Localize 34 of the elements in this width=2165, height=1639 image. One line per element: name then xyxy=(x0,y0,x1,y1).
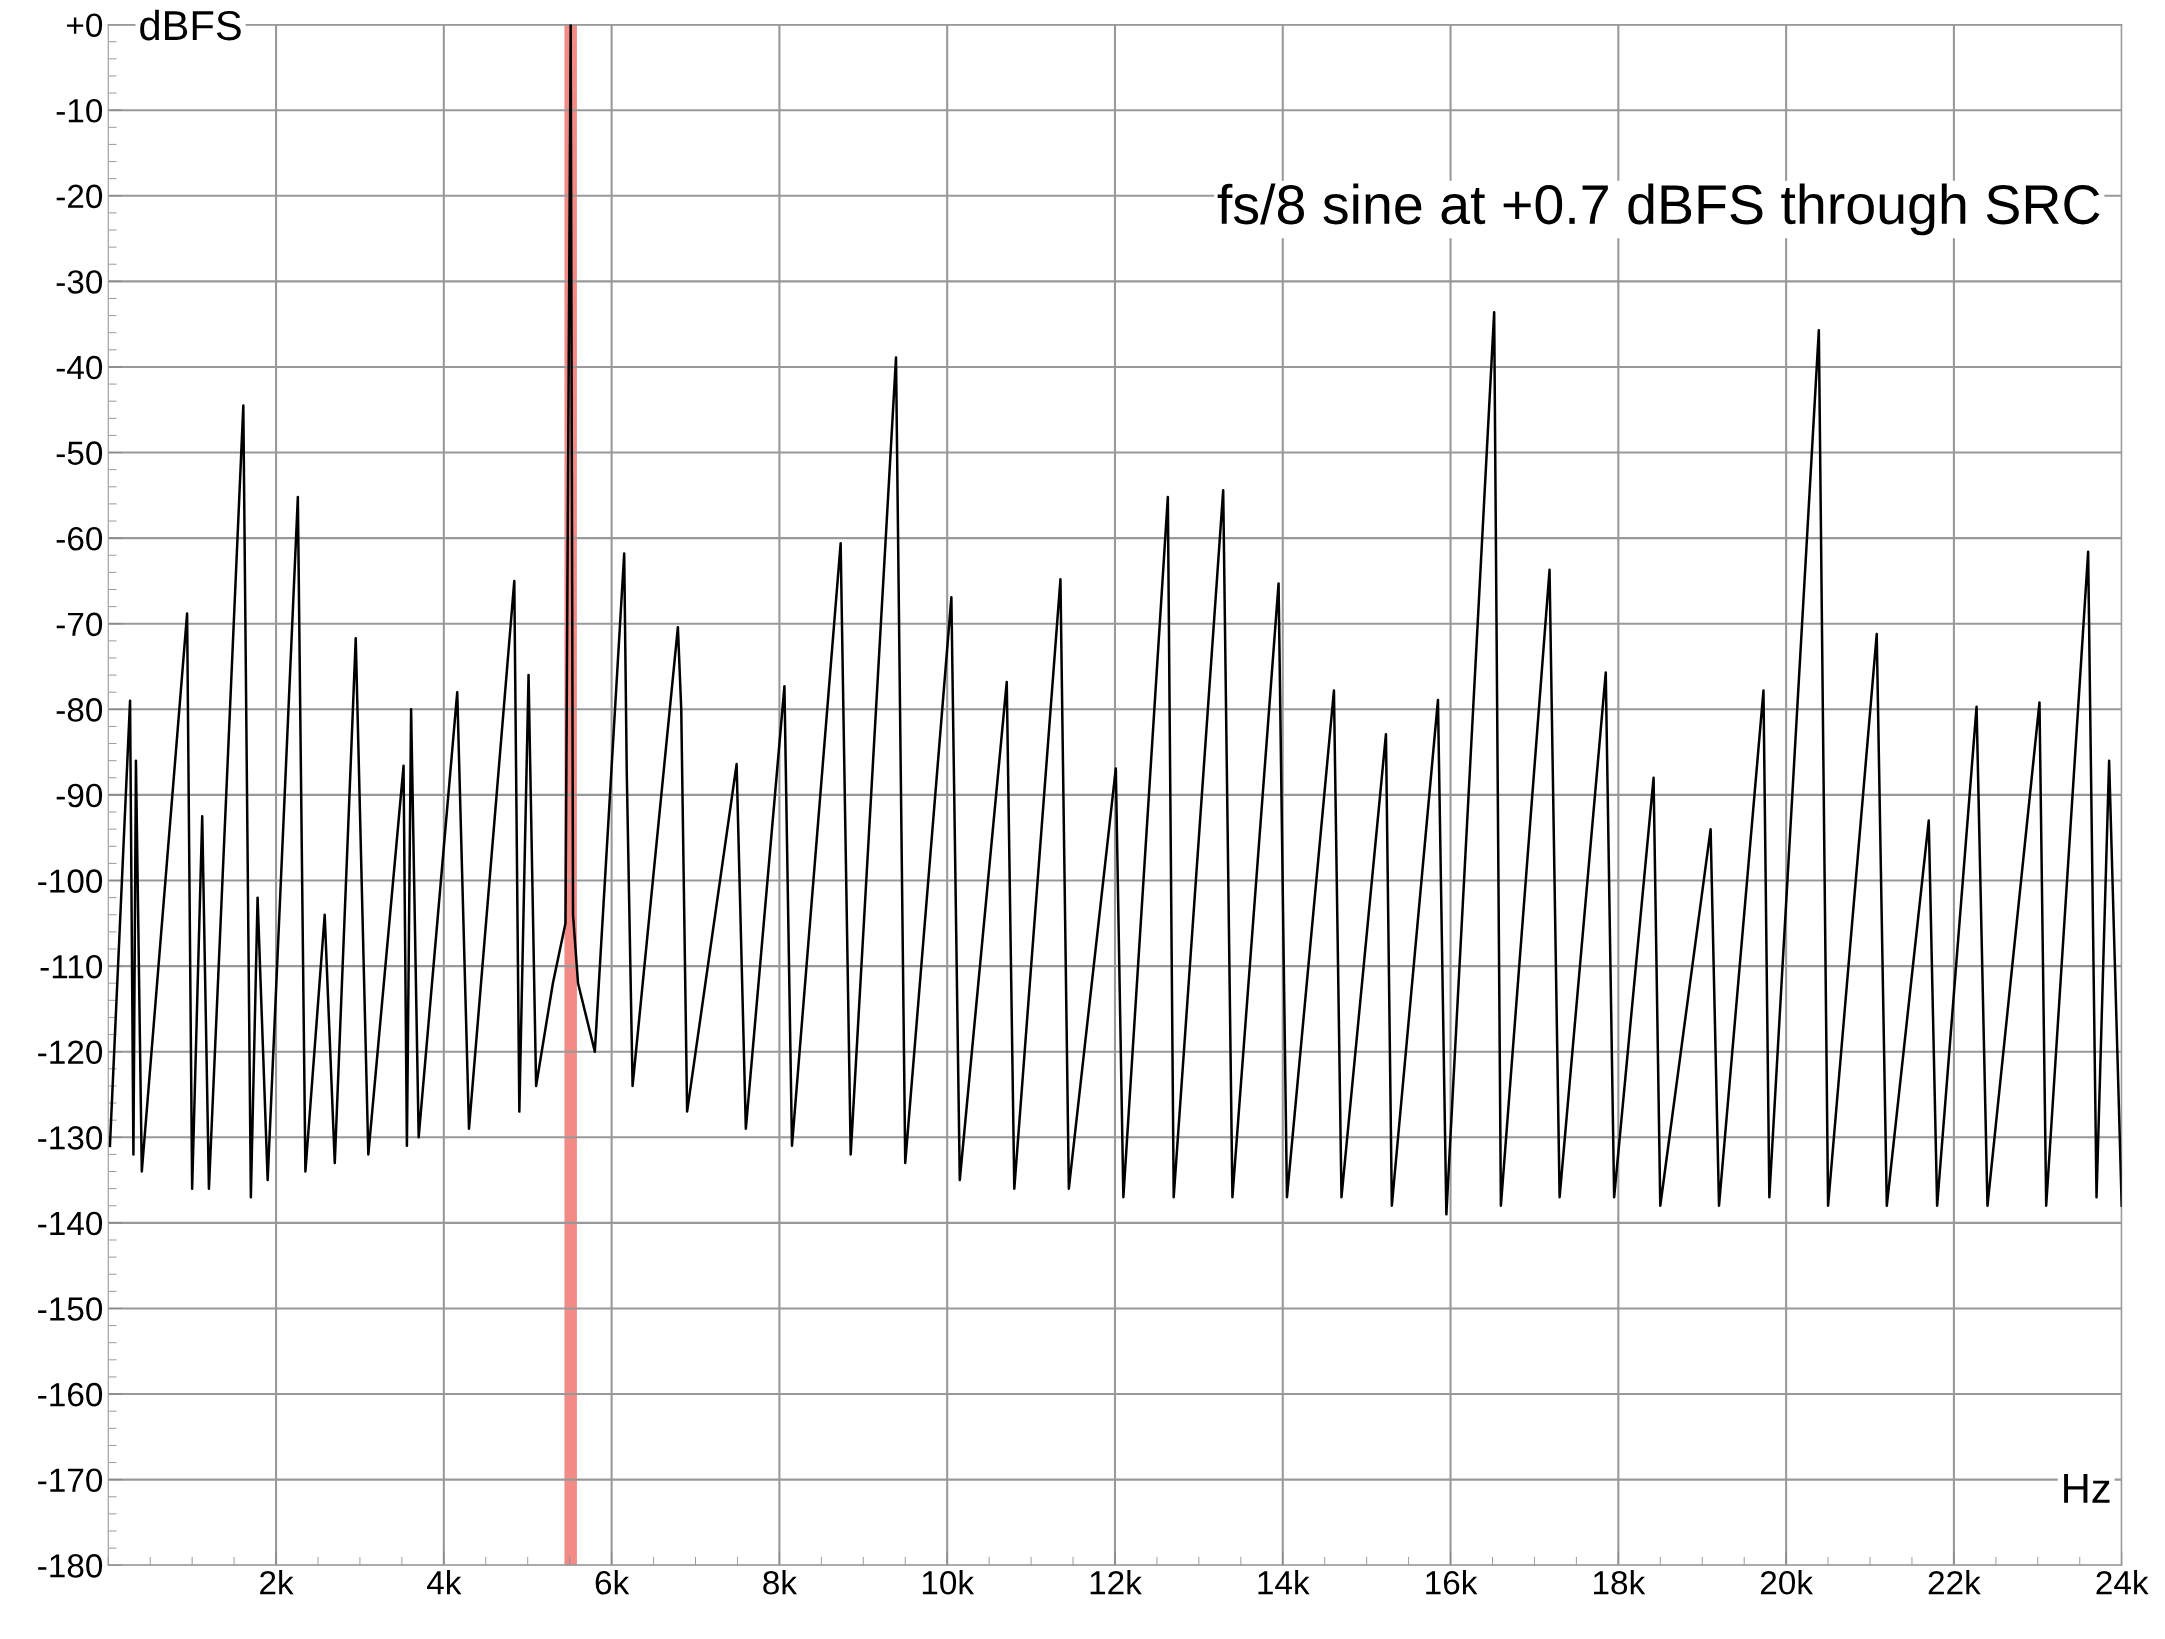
y-tick-label: -100 xyxy=(38,869,103,893)
y-tick-label: -120 xyxy=(38,1040,103,1065)
x-axis-title: Hz xyxy=(2064,1474,2110,1503)
x-tick-label: 22k xyxy=(1928,1570,1981,1595)
x-tick-label: 14k xyxy=(1258,1570,1310,1595)
y-tick-label: -150 xyxy=(38,1297,103,1321)
y-tick-label: -170 xyxy=(38,1468,103,1493)
y-tick-label: -130 xyxy=(38,1126,103,1150)
y-tick-label: -50 xyxy=(56,441,103,465)
annotation: fs/8 sine at +0.7 dBFS through SRC xyxy=(1217,183,2100,236)
x-tick-label: 8k xyxy=(763,1570,798,1595)
x-tick-label: 16k xyxy=(1426,1570,1478,1595)
y-tick-label: -10 xyxy=(56,98,103,123)
y-tick-label: -30 xyxy=(56,270,103,294)
x-tick-label: 18k xyxy=(1594,1570,1646,1595)
y-tick-label: -180 xyxy=(38,1554,103,1578)
y-tick-label: -60 xyxy=(56,526,103,551)
y-axis-title: dBFS xyxy=(140,9,241,41)
x-tick-label: 2k xyxy=(260,1570,294,1595)
x-tick-label: 6k xyxy=(595,1570,630,1595)
y-tick-label: -20 xyxy=(56,184,103,209)
x-tick-label: 10k xyxy=(922,1570,975,1595)
y-tick-label: -160 xyxy=(38,1382,103,1407)
y-tick-label: -80 xyxy=(56,698,103,722)
y-tick-label: -140 xyxy=(38,1211,103,1236)
y-tick-label: -70 xyxy=(56,612,103,637)
y-tick-label: -110 xyxy=(40,954,103,979)
x-tick-label: 24k xyxy=(2096,1570,2149,1595)
x-tick-label: 20k xyxy=(1760,1570,1814,1595)
y-tick-label: +0 xyxy=(67,13,103,37)
y-tick-label: -90 xyxy=(56,783,103,808)
x-tick-label: 4k xyxy=(426,1570,462,1595)
y-tick-label: -40 xyxy=(56,355,103,380)
x-tick-label: 12k xyxy=(1090,1570,1142,1595)
